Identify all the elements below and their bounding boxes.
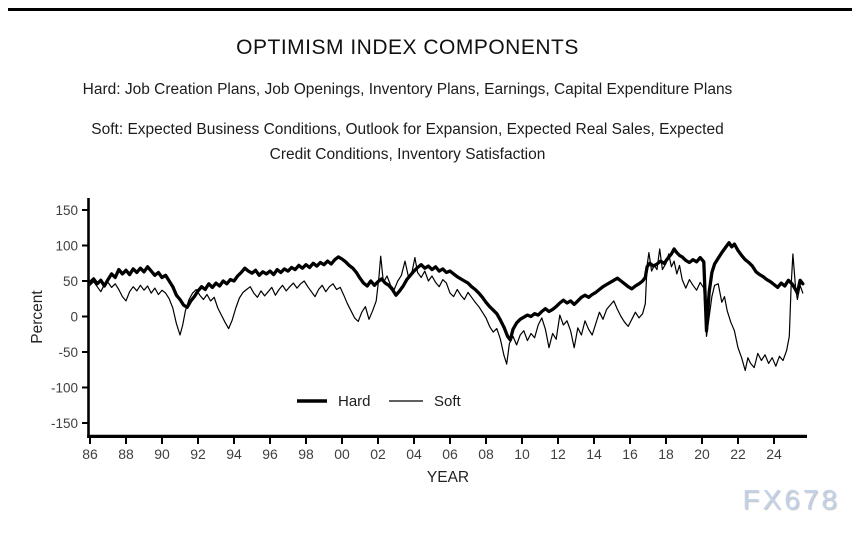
x-tick-label: 86 (82, 446, 98, 462)
y-tick-label: 100 (55, 238, 78, 253)
x-tick-label: 02 (370, 446, 386, 462)
x-tick-label: 98 (298, 446, 314, 462)
y-axis-title: Percent (29, 290, 46, 344)
hard-series-line (88, 241, 805, 342)
y-tick-label: 150 (55, 203, 78, 218)
x-tick-label: 06 (442, 446, 458, 462)
x-tick-label: 88 (118, 446, 134, 462)
x-tick-label: 00 (334, 446, 350, 462)
fx678-watermark: FX678 (742, 484, 840, 515)
x-tick-label: 92 (190, 446, 206, 462)
chart-title: OPTIMISM INDEX COMPONENTS (236, 36, 579, 59)
optimism-components-chart: 150 100 50 0 -50 -100 -150 86 88 90 92 94 96 98 00 02 04… (29, 198, 807, 486)
y-tick-label: -50 (58, 345, 78, 360)
x-tick-label: 18 (658, 446, 674, 462)
x-tick-label: 90 (154, 446, 170, 462)
x-tick-label: 10 (514, 446, 530, 462)
soft-series-line (89, 248, 804, 372)
y-tick-label: -100 (51, 380, 78, 395)
soft-components-line2: Credit Conditions, Inventory Satisfactio… (269, 146, 546, 163)
x-tick-label: 94 (226, 446, 242, 462)
hard-components-subtitle: Hard: Job Creation Plans, Job Openings, … (82, 81, 733, 98)
legend-hard-label: Hard (338, 393, 371, 410)
x-tick-label: 24 (766, 446, 782, 462)
soft-components-line1: Soft: Expected Business Conditions, Outl… (91, 121, 724, 138)
x-tick-label: 96 (262, 446, 278, 462)
x-tick-label: 12 (550, 446, 566, 462)
x-tick-label: 22 (730, 446, 746, 462)
x-tick-label: 16 (622, 446, 638, 462)
y-tick-label: 0 (70, 309, 78, 324)
soft-components-subtitle: Soft: Expected Business Conditions, Outl… (0, 117, 815, 167)
x-axis-title: YEAR (427, 469, 469, 486)
x-tick-label: 04 (406, 446, 422, 462)
x-tick-label: 20 (694, 446, 710, 462)
x-tick-label: 08 (478, 446, 494, 462)
top-border-line (8, 8, 852, 11)
x-tick-label: 14 (586, 446, 602, 462)
legend-soft-label: Soft (434, 393, 462, 410)
y-tick-label: 50 (63, 274, 78, 289)
y-tick-label: -150 (51, 416, 78, 431)
